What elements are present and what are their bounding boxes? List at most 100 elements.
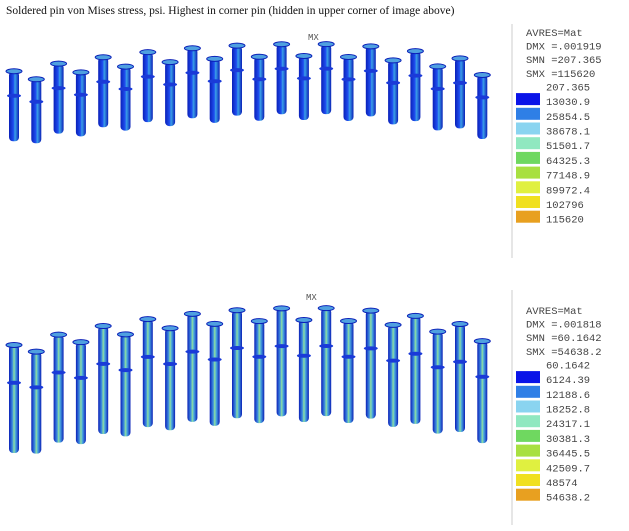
pin-collar	[52, 86, 66, 90]
pin-cap	[118, 64, 134, 69]
pin	[388, 60, 398, 124]
legend-value: 30381.3	[546, 434, 590, 446]
pin-collar	[275, 344, 289, 348]
pin-cap	[251, 319, 267, 324]
pin-collar	[275, 67, 289, 71]
pin	[165, 328, 175, 430]
pin	[31, 352, 41, 454]
pin-collar	[252, 355, 266, 359]
pin	[121, 67, 131, 131]
pin-cap	[452, 56, 468, 61]
legend-value: 207.365	[546, 82, 590, 94]
legend-swatch	[516, 489, 540, 501]
pin-cap	[51, 332, 67, 337]
pin-collar	[230, 346, 244, 350]
pin-collar	[208, 79, 222, 83]
pin-collar	[163, 362, 177, 366]
legend-swatch	[516, 211, 540, 223]
pin-collar	[386, 359, 400, 363]
pin	[143, 52, 153, 122]
pin-cap	[28, 349, 44, 354]
pin	[254, 57, 264, 121]
pin-collar	[52, 370, 66, 374]
legend-swatch	[516, 108, 540, 120]
pin-collar	[7, 381, 21, 385]
pin	[366, 46, 376, 116]
pin	[232, 46, 242, 116]
pin-collar	[29, 385, 43, 389]
legend-value: 6124.39	[546, 375, 590, 387]
pin-cap	[6, 342, 22, 347]
pin	[9, 71, 19, 141]
pin-cap	[341, 319, 357, 324]
pin-collar	[297, 76, 311, 80]
pin-collar	[431, 87, 445, 91]
pin-collar	[431, 365, 445, 369]
pin-collar	[364, 346, 378, 350]
pin-cap	[184, 46, 200, 51]
pin-collar	[453, 360, 467, 364]
legend-value: 38678.1	[546, 127, 590, 139]
pin	[321, 44, 331, 114]
legend-swatch	[516, 459, 540, 471]
pin	[344, 321, 354, 423]
pin	[433, 66, 443, 130]
max-marker: MX	[308, 33, 319, 43]
pin-cap	[385, 58, 401, 63]
pin	[477, 75, 487, 139]
pin-cap	[118, 332, 134, 337]
pin-collar	[230, 68, 244, 72]
page: Soldered pin von Mises stress, psi. High…	[0, 0, 629, 531]
pin-cap	[452, 322, 468, 327]
legend-swatch	[516, 196, 540, 208]
legend-value: 13030.9	[546, 97, 590, 109]
pin	[76, 72, 86, 136]
pin	[366, 311, 376, 419]
pin-cap	[51, 61, 67, 66]
pin-cap	[95, 324, 111, 329]
pin-cap	[430, 64, 446, 69]
pin-collar	[386, 81, 400, 85]
pin	[344, 57, 354, 121]
legend-header: DMX =.001919	[526, 42, 602, 54]
pin	[9, 345, 19, 453]
legend-value: 36445.5	[546, 449, 590, 461]
pin-cap	[385, 322, 401, 327]
pin-collar	[29, 100, 43, 104]
pin-collar	[96, 80, 110, 84]
legend-value: 115620	[546, 215, 584, 227]
pin-collar	[475, 95, 489, 99]
legend-swatch	[516, 137, 540, 149]
legend-value: 89972.4	[546, 185, 590, 197]
pin-cap	[474, 72, 490, 77]
pin-collar	[119, 368, 133, 372]
pin-cap	[73, 340, 89, 345]
pin	[232, 310, 242, 418]
pin-cap	[162, 326, 178, 331]
pin-collar	[119, 87, 133, 91]
pin-collar	[297, 354, 311, 358]
legend-swatch	[516, 430, 540, 442]
pin-cap	[474, 339, 490, 344]
pin	[254, 321, 264, 423]
pin-cap	[274, 306, 290, 311]
pin-cap	[184, 311, 200, 316]
pin-cap	[140, 50, 156, 55]
pin	[321, 308, 331, 416]
pin-collar	[408, 74, 422, 78]
legend-swatch	[516, 386, 540, 398]
legend-value: 24317.1	[546, 419, 590, 431]
pin-collar	[475, 375, 489, 379]
pin-cap	[28, 77, 44, 82]
pin	[143, 319, 153, 427]
legend-header: AVRES=Mat	[526, 28, 583, 40]
legend-value: 54638.2	[546, 493, 590, 505]
pin-collar	[141, 75, 155, 79]
pin	[31, 79, 41, 143]
pin-collar	[96, 362, 110, 366]
pin-cap	[318, 42, 334, 47]
legend-header: AVRES=Mat	[526, 306, 583, 318]
pin-cap	[95, 55, 111, 60]
pin-cap	[407, 313, 423, 318]
pin-cap	[296, 54, 312, 59]
